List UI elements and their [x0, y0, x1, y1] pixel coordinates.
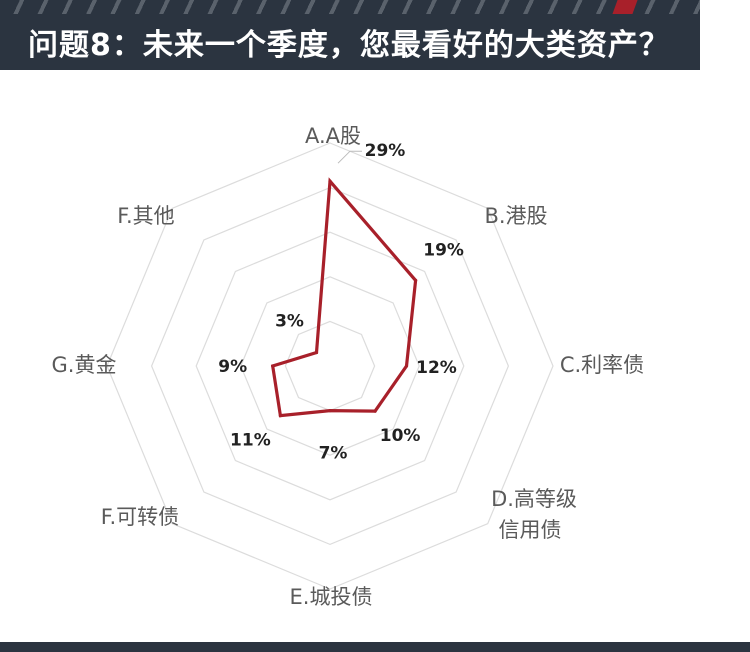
grid-ring — [240, 276, 420, 456]
data-point — [278, 414, 282, 418]
value-label: 29% — [365, 141, 406, 161]
category-label: F.可转债 — [101, 505, 179, 529]
data-point — [404, 364, 409, 368]
value-label: 3% — [275, 312, 304, 332]
radar-labels: 29% 19% 12% 10% 7% 11% 9% 3% A.A股 B.港股 C.利率债 D.高等级信… — [52, 124, 645, 609]
category-label-line2: 信用债 — [499, 518, 562, 542]
data-point — [271, 364, 275, 368]
category-label: C.利率债 — [560, 353, 644, 377]
radar-chart: 29% 19% 12% 10% 7% 11% 9% 3% A.A股 B.港股 C.利率债 D.高等级信… — [0, 70, 750, 630]
value-label: 10% — [380, 426, 421, 446]
radar-series — [270, 177, 418, 418]
value-label: 12% — [416, 358, 457, 378]
data-point — [328, 179, 332, 183]
leader-line — [337, 150, 362, 164]
value-label: 11% — [230, 431, 271, 451]
category-label: F.其他 — [117, 204, 174, 228]
value-label: 19% — [423, 240, 464, 260]
grid-ring — [106, 142, 554, 590]
category-label: A.A股 — [305, 124, 361, 148]
series-line — [270, 177, 418, 418]
header-stripes — [0, 0, 700, 14]
data-point — [373, 409, 377, 413]
header-band — [0, 0, 700, 70]
value-label: 7% — [319, 444, 348, 464]
category-label: B.港股 — [484, 204, 547, 228]
category-label: G.黄金 — [52, 353, 117, 377]
page-title: 问题8：未来一个季度，您最看好的大类资产？ — [28, 28, 670, 63]
data-point — [328, 409, 332, 413]
grid-ring — [150, 186, 510, 546]
grid-ring — [284, 320, 376, 412]
grid-ring — [195, 231, 465, 501]
data-point — [414, 278, 418, 282]
radar-svg: 29% 19% 12% 10% 7% 11% 9% 3% A.A股 B.港股 C.利率债 D.高等级信… — [52, 124, 645, 609]
data-point — [314, 350, 319, 355]
value-label: 9% — [218, 357, 247, 377]
footer-bar — [0, 642, 750, 652]
category-label: D.高等级 — [491, 487, 577, 511]
category-label: E.城投债 — [290, 585, 373, 609]
